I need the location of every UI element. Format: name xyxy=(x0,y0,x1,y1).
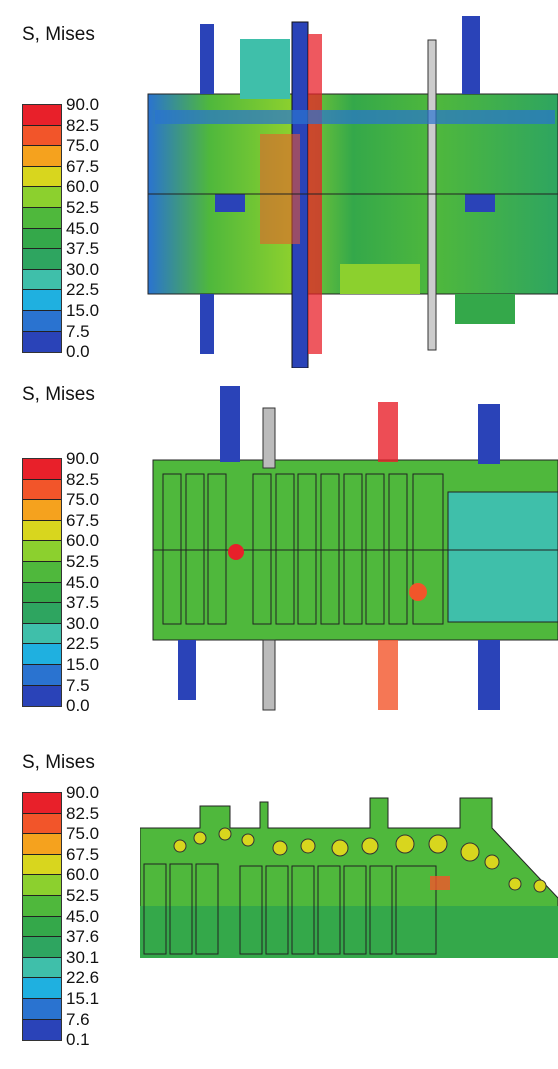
legend-swatch xyxy=(23,978,61,999)
legend-label: 60.0 xyxy=(66,177,100,197)
legend-swatch xyxy=(23,166,61,188)
legend-swatch xyxy=(23,895,61,917)
legend-swatch xyxy=(23,998,61,1020)
legend-label: 37.6 xyxy=(66,927,100,947)
legend-label: 67.5 xyxy=(66,510,100,530)
legend-swatch xyxy=(23,957,61,979)
legend-label: 45.0 xyxy=(66,572,100,592)
legend-label: 0.0 xyxy=(66,696,90,716)
legend-label: 67.5 xyxy=(66,156,100,176)
legend-label: 37.5 xyxy=(66,593,100,613)
legend-labels: 90.0 82.5 75.0 67.5 60.0 52.5 45.0 37.6 30.1 22.6… xyxy=(66,783,99,1051)
legend-swatch xyxy=(23,685,61,707)
legend-swatch xyxy=(23,520,61,542)
color-legend: 90.0 82.5 75.0 67.5 60.0 52.5 45.0 37.5 30.0 22.5… xyxy=(22,95,132,361)
legend-swatch xyxy=(23,875,61,896)
legend-labels: 90.0 82.5 75.0 67.5 60.0 52.5 45.0 37.5 30.0 22.5… xyxy=(66,95,99,363)
legend-swatch xyxy=(23,813,61,835)
legend-label: 15.0 xyxy=(66,300,100,320)
fea-model-middle xyxy=(152,386,558,711)
legend-label: 60.0 xyxy=(66,531,100,551)
legend-swatch xyxy=(23,664,61,686)
fea-model-bottom xyxy=(140,797,558,958)
legend-swatch xyxy=(23,603,61,624)
legend-label: 30.1 xyxy=(66,947,100,967)
legend-swatch xyxy=(23,793,61,814)
panel-title: S, Mises xyxy=(22,24,95,45)
legend-swatch xyxy=(23,582,61,604)
legend-label: 90.0 xyxy=(66,783,100,802)
stress-panel-1: S, Mises 90.0 82.5 75.0 67.5 60.0 52.5 45.0 37.… xyxy=(0,0,558,370)
legend-label: 52.5 xyxy=(66,197,100,217)
panel-title: S, Mises xyxy=(22,752,95,773)
legend-label: 37.5 xyxy=(66,239,100,259)
legend-swatch xyxy=(23,916,61,938)
legend-label: 22.5 xyxy=(66,280,100,300)
legend-label: 7.5 xyxy=(66,675,90,695)
legend-swatches xyxy=(22,458,62,708)
legend-swatch xyxy=(23,834,61,855)
legend-swatch xyxy=(23,146,61,167)
panel-title: S, Mises xyxy=(22,384,95,405)
legend-swatch xyxy=(23,479,61,501)
legend-swatch xyxy=(23,207,61,229)
legend-swatch xyxy=(23,310,61,332)
legend-label: 52.5 xyxy=(66,551,100,571)
legend-swatch xyxy=(23,459,61,480)
legend-label: 67.5 xyxy=(66,844,100,864)
legend-label: 22.6 xyxy=(66,968,100,988)
legend-label: 60.0 xyxy=(66,865,100,885)
legend-swatch xyxy=(23,228,61,250)
legend-swatches xyxy=(22,792,62,1042)
legend-label: 75.0 xyxy=(66,824,100,844)
legend-swatch xyxy=(23,105,61,126)
legend-swatches xyxy=(22,104,62,354)
legend-label: 7.6 xyxy=(66,1009,90,1029)
legend-label: 45.0 xyxy=(66,218,100,238)
legend-label: 90.0 xyxy=(66,449,100,468)
legend-swatch xyxy=(23,561,61,583)
legend-label: 30.0 xyxy=(66,613,100,633)
color-legend: 90.0 82.5 75.0 67.5 60.0 52.5 45.0 37.6 30.1 22.6… xyxy=(22,783,132,1049)
legend-label: 52.5 xyxy=(66,885,100,905)
legend-labels: 90.0 82.5 75.0 67.5 60.0 52.5 45.0 37.5 30.0 22.5… xyxy=(66,449,99,717)
legend-swatch xyxy=(23,1019,61,1041)
legend-label: 7.5 xyxy=(66,321,90,341)
legend-label: 0.1 xyxy=(66,1030,90,1050)
legend-swatch xyxy=(23,644,61,665)
legend-label: 90.0 xyxy=(66,95,100,114)
legend-swatch xyxy=(23,623,61,645)
legend-label: 75.0 xyxy=(66,136,100,156)
legend-swatch xyxy=(23,331,61,353)
legend-swatch xyxy=(23,290,61,311)
legend-label: 75.0 xyxy=(66,490,100,510)
legend-swatch xyxy=(23,937,61,958)
legend-swatch xyxy=(23,541,61,562)
fea-model-top xyxy=(147,16,558,368)
legend-swatch xyxy=(23,125,61,147)
stress-panel-3: S, Mises 90.0 82.5 75.0 67.5 60.0 52.5 45.0 37.… xyxy=(0,740,558,1069)
legend-label: 0.0 xyxy=(66,342,90,362)
legend-label: 82.5 xyxy=(66,469,100,489)
legend-label: 45.0 xyxy=(66,906,100,926)
stress-panel-2: S, Mises 90.0 82.5 75.0 67.5 60.0 52.5 45.0 37.… xyxy=(0,372,558,737)
legend-label: 82.5 xyxy=(66,803,100,823)
legend-swatch xyxy=(23,269,61,291)
legend-swatch xyxy=(23,187,61,208)
legend-swatch xyxy=(23,500,61,521)
legend-label: 30.0 xyxy=(66,259,100,279)
legend-swatch xyxy=(23,249,61,270)
legend-label: 22.5 xyxy=(66,634,100,654)
legend-swatch xyxy=(23,854,61,876)
legend-label: 82.5 xyxy=(66,115,100,135)
legend-label: 15.1 xyxy=(66,988,100,1008)
color-legend: 90.0 82.5 75.0 67.5 60.0 52.5 45.0 37.5 30.0 22.5… xyxy=(22,449,132,715)
legend-label: 15.0 xyxy=(66,654,100,674)
